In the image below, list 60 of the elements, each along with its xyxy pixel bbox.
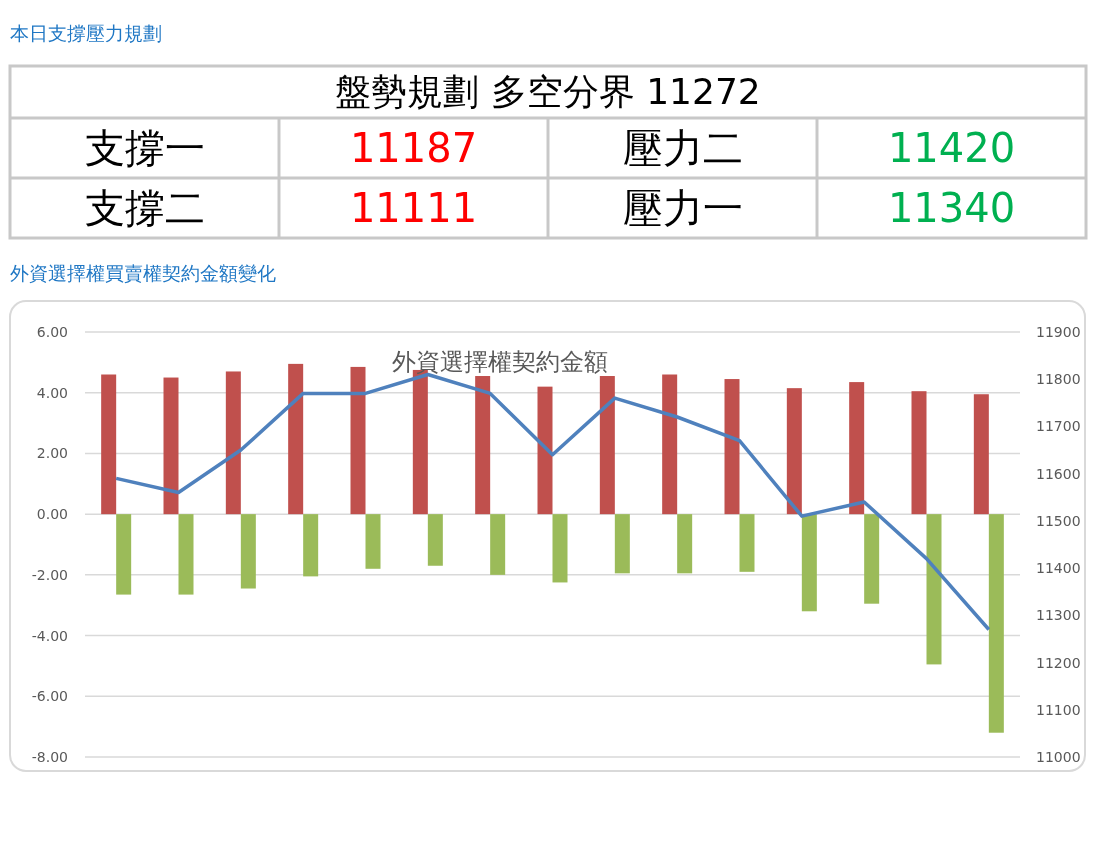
text: 11340 [887, 185, 1016, 231]
y2-tick-label: 11400 [1036, 560, 1081, 577]
bar [786, 388, 802, 515]
y-tick-label: 4.00 [36, 384, 68, 401]
chart-title: 外資選擇權買賣權契約金額變化 [10, 262, 276, 284]
bar [739, 514, 755, 572]
bar [677, 514, 693, 574]
y2-tick-label: 11700 [1036, 418, 1081, 435]
y-tick-label: 2.00 [36, 445, 68, 462]
bar [163, 377, 179, 515]
text: 壓力一 [622, 185, 743, 231]
bar [303, 514, 319, 577]
text: 壓力二 [622, 125, 743, 171]
bar [116, 514, 132, 595]
bar [849, 382, 865, 515]
bar [926, 514, 942, 665]
bar [225, 371, 241, 515]
y2-tick-label: 11200 [1036, 654, 1081, 671]
bar [537, 386, 553, 515]
bar [911, 391, 927, 515]
bar [427, 514, 443, 566]
bar [475, 376, 491, 515]
y-tick-label: -2.00 [31, 566, 68, 583]
text: 支撐一 [84, 125, 205, 171]
y-tick-label: -6.00 [31, 688, 68, 705]
text: 11187 [349, 125, 478, 171]
bar [240, 514, 256, 589]
bar [973, 394, 989, 515]
bar [864, 514, 880, 604]
bar [552, 514, 568, 583]
bar [365, 514, 381, 569]
y2-tick-label: 11300 [1036, 607, 1081, 624]
y2-tick-label: 11500 [1036, 512, 1081, 529]
bar [599, 376, 615, 515]
text: 11111 [349, 185, 478, 231]
line-series [114, 372, 991, 632]
y-tick-label: -4.00 [31, 627, 68, 644]
y2-tick-label: 11800 [1036, 371, 1081, 388]
bar [490, 514, 506, 575]
bar [988, 514, 1004, 733]
text: 本日支撐壓力規劃 [10, 22, 162, 44]
bar [178, 514, 194, 595]
bar [801, 514, 817, 612]
bar [288, 363, 304, 515]
text: 盤勢規劃 多空分界 11272 [335, 71, 761, 112]
text: 支撐二 [84, 185, 205, 231]
bar [101, 374, 117, 515]
bar [662, 374, 678, 515]
y-tick-label: 0.00 [36, 506, 68, 523]
y2-tick-label: 11600 [1036, 465, 1081, 482]
bar [350, 366, 366, 515]
bar [724, 379, 740, 515]
y2-tick-label: 11000 [1036, 749, 1081, 765]
y2-tick-label: 11100 [1036, 701, 1081, 718]
text: 外資選擇權契約金額 [392, 348, 608, 376]
bar [614, 514, 630, 574]
y-tick-label: -8.00 [31, 749, 68, 765]
text: 11420 [887, 125, 1016, 171]
y-tick-label: 6.00 [36, 324, 68, 340]
y2-tick-label: 11900 [1036, 324, 1081, 340]
